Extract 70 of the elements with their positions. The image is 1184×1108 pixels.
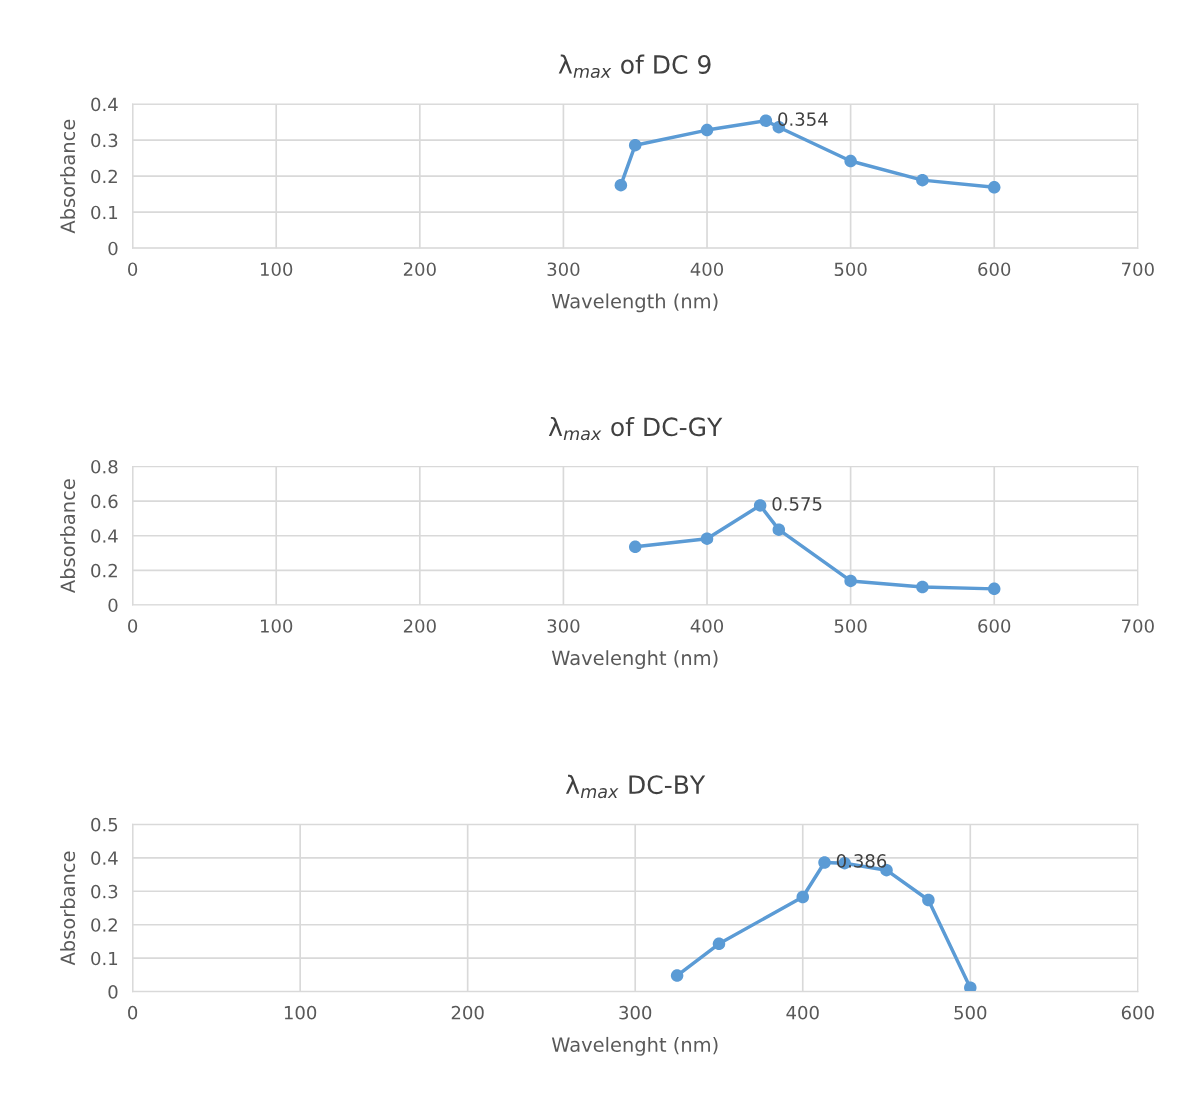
x-tick-label: 0 bbox=[128, 1005, 138, 1020]
x-tick-label: 200 bbox=[403, 619, 436, 633]
point bbox=[772, 523, 786, 536]
point bbox=[818, 856, 831, 869]
point bbox=[916, 580, 929, 594]
point bbox=[916, 173, 929, 187]
x-tick-label: 700 bbox=[1122, 262, 1154, 277]
point bbox=[712, 937, 726, 951]
x-tick-label: 300 bbox=[547, 262, 580, 277]
x-tick-label: 200 bbox=[451, 1005, 484, 1020]
y-tick-label: 0.8 bbox=[91, 459, 118, 474]
y-tick-label: 0.6 bbox=[91, 494, 118, 509]
y-axis-title: Absorbance bbox=[60, 119, 76, 234]
x-tick-label: 200 bbox=[403, 262, 436, 277]
point bbox=[987, 181, 1001, 194]
y-axis-title: Absorbance bbox=[60, 479, 76, 594]
chart-title: λ$_{max}$ of DC 9 bbox=[558, 54, 711, 78]
y-tick-label: 0 bbox=[108, 985, 118, 999]
x-tick-label: 500 bbox=[954, 1005, 987, 1020]
y-tick-label: 0.2 bbox=[91, 918, 117, 932]
y-tick-label: 0.3 bbox=[91, 133, 118, 148]
point bbox=[922, 893, 935, 907]
point bbox=[753, 499, 767, 512]
point bbox=[700, 532, 714, 545]
chart-title: λ$_{max}$ DC-BY bbox=[565, 774, 706, 799]
x-tick-label: 400 bbox=[690, 262, 724, 277]
x-axis-title: Wavelenght (nm) bbox=[551, 1036, 718, 1056]
x-axis-title: Wavelength (nm) bbox=[551, 293, 718, 313]
y-tick-label: 0.5 bbox=[91, 817, 118, 832]
x-tick-label: 100 bbox=[284, 1005, 317, 1020]
y-tick-label: 0.4 bbox=[91, 529, 118, 543]
x-tick-label: 500 bbox=[834, 619, 867, 633]
x-tick-label: 700 bbox=[1122, 619, 1154, 633]
point bbox=[844, 574, 857, 588]
y-tick-label: 0.1 bbox=[91, 951, 118, 966]
y-tick-label: 0 bbox=[108, 241, 118, 256]
x-tick-label: 300 bbox=[547, 619, 580, 633]
y-tick-label: 0.1 bbox=[91, 205, 118, 220]
y-tick-label: 0 bbox=[108, 598, 118, 613]
data-label: 0.354 bbox=[778, 112, 828, 126]
x-tick-label: 600 bbox=[1121, 1005, 1154, 1020]
y-tick-label: 0.4 bbox=[91, 851, 118, 865]
point bbox=[844, 154, 857, 168]
data-label: 0.575 bbox=[772, 497, 822, 511]
point bbox=[628, 540, 642, 554]
y-tick-label: 0.3 bbox=[91, 884, 118, 899]
point bbox=[614, 178, 628, 192]
point bbox=[670, 969, 684, 982]
point bbox=[628, 138, 642, 152]
x-tick-label: 500 bbox=[834, 262, 867, 277]
x-axis-title: Wavelenght (nm) bbox=[551, 650, 718, 670]
y-tick-label: 0.2 bbox=[91, 169, 117, 184]
point bbox=[964, 981, 977, 992]
x-tick-label: 600 bbox=[978, 619, 1011, 633]
chart-title: λ$_{max}$ of DC-GY bbox=[548, 416, 723, 441]
x-tick-label: 600 bbox=[978, 262, 1011, 277]
y-axis-title: Absorbance bbox=[60, 851, 76, 966]
x-tick-label: 0 bbox=[128, 262, 138, 277]
y-tick-label: 0.2 bbox=[91, 563, 117, 578]
x-tick-label: 300 bbox=[619, 1005, 652, 1020]
y-tick-label: 0.4 bbox=[91, 97, 118, 112]
point bbox=[987, 582, 1001, 596]
x-tick-label: 100 bbox=[260, 619, 293, 633]
x-tick-label: 100 bbox=[260, 262, 293, 277]
point bbox=[796, 890, 809, 904]
x-tick-label: 400 bbox=[786, 1005, 819, 1020]
x-tick-label: 0 bbox=[128, 619, 138, 633]
point bbox=[759, 114, 773, 127]
point bbox=[700, 123, 714, 137]
x-tick-label: 400 bbox=[690, 619, 724, 633]
